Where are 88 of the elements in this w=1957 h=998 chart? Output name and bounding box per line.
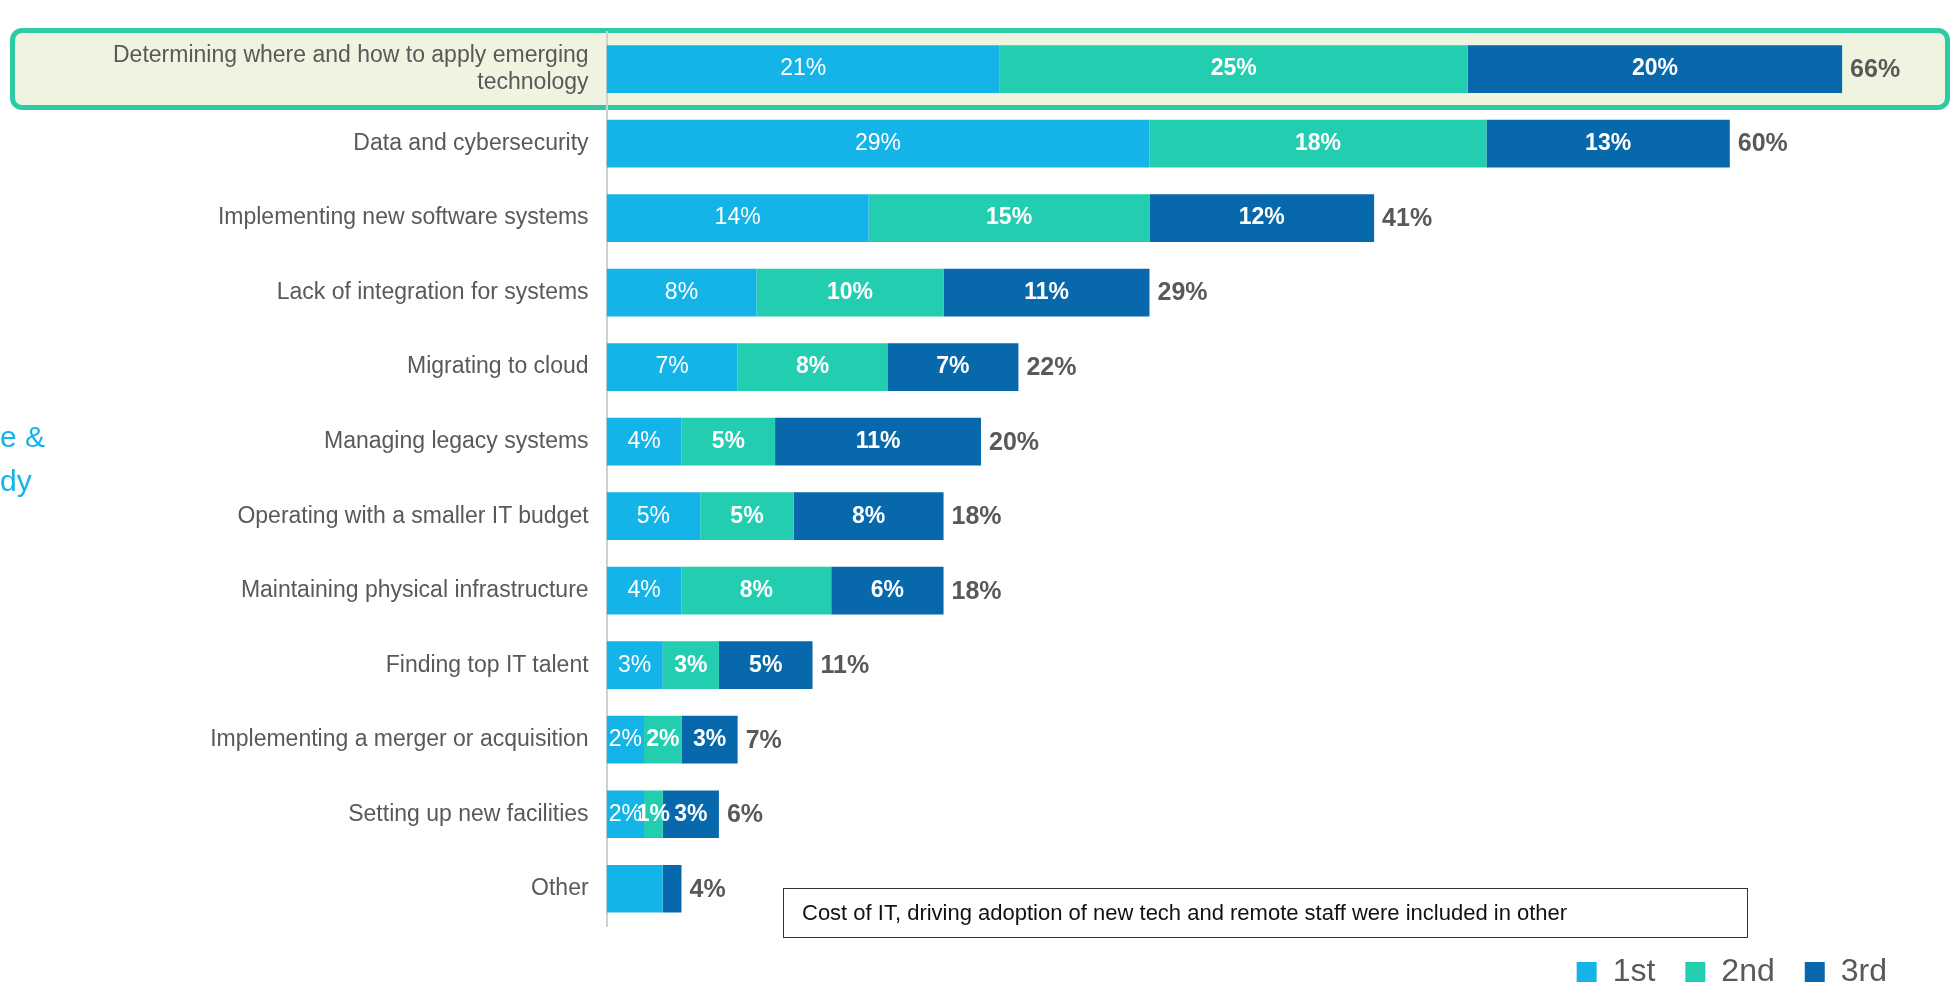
total-label: 18% [951,575,1002,604]
bar [737,343,888,391]
bar [606,45,1000,93]
data-label: 5% [636,501,671,528]
bar [606,119,1150,168]
data-label: 20% [1631,54,1678,81]
y-tick-label: Implementing a merger or acquisition [210,725,589,752]
data-label: 3% [692,725,727,752]
data-label: 8% [664,277,699,304]
data-label: 4% [627,426,661,453]
total-label: 22% [1026,352,1077,381]
y-tick-label: Data and cybersecurity [353,128,590,155]
data-label: 25% [1210,54,1257,81]
y-tick-label: Managing legacy systems [323,426,589,453]
total-label: 60% [1737,128,1788,157]
total-label: 4% [689,873,726,902]
data-label: 11% [1024,277,1069,304]
bar [662,864,682,913]
data-label: 10% [826,277,873,304]
bar [606,492,701,540]
bar [775,417,981,466]
data-label: 13% [1585,128,1632,155]
bar [756,268,944,317]
bar [718,641,813,690]
bar [1149,119,1487,168]
bar [1467,45,1843,93]
legend-label: 1st [1612,951,1656,988]
bar [831,566,944,615]
bar [681,417,776,466]
total-label: 20% [989,426,1040,455]
legend-label: 2nd [1721,951,1775,988]
y-tick-label: Other [531,874,589,901]
y-tick-label: Operating with a smaller IT budget [237,501,590,528]
y-tick-label: Implementing new software systems [217,203,589,230]
data-label: 15% [986,203,1033,230]
data-label: 8% [852,501,886,528]
bar [606,417,682,466]
bar [943,268,1150,317]
data-label: 4% [627,576,661,603]
text: dy [0,463,33,499]
total-label: 7% [745,724,782,753]
bar [1149,194,1375,242]
y-tick-label: Setting up new facilities [348,799,589,826]
bar [606,268,757,317]
data-label: 21% [780,54,827,81]
total-label: 66% [1850,53,1901,82]
data-label: 5% [749,650,783,677]
data-label: 12% [1238,203,1285,230]
y-tick-label: Lack of integration for systems [276,277,589,304]
bar [793,492,944,540]
total-label: 6% [726,799,764,828]
total-label: 18% [951,501,1002,530]
data-label: 2% [608,725,642,752]
data-label: 2% [646,725,680,752]
data-label: 5% [730,501,764,528]
bar [868,194,1150,242]
bar [1486,119,1730,168]
data-label: 3% [674,650,708,677]
y-tick-label: Maintaining physical infrastructure [240,576,589,603]
y-tick-label: Determining where and how to apply emerging technology [112,40,590,95]
bar [606,343,738,391]
data-label: 14% [714,203,761,230]
data-label: 3% [674,799,708,826]
data-label: 3% [618,650,652,677]
data-label: 7% [936,352,970,379]
data-label: 5% [711,426,745,453]
data-label: 7% [655,352,689,379]
data-label: 11% [855,426,901,453]
bar [681,566,832,615]
bar [606,864,663,913]
bar [999,45,1468,93]
data-label: 18% [1294,128,1341,155]
data-label: 8% [739,576,773,603]
bar [700,492,794,540]
y-tick-label: Finding top IT talent [385,650,590,677]
annotation: Cost of IT, driving adoption of new tech and remote staff were included in other [783,888,1748,938]
text: e & [0,419,46,455]
data-label: 29% [855,128,902,155]
total-label: 29% [1157,277,1208,306]
y-tick-label: Migrating to cloud [407,352,589,379]
data-label: 6% [870,576,905,603]
total-label: 11% [820,650,870,679]
data-label: 8% [795,352,830,379]
bar [606,566,682,615]
total-label: 41% [1382,202,1433,231]
bar [606,194,869,242]
bar [887,343,1019,391]
legend-label: 3rd [1840,951,1887,988]
